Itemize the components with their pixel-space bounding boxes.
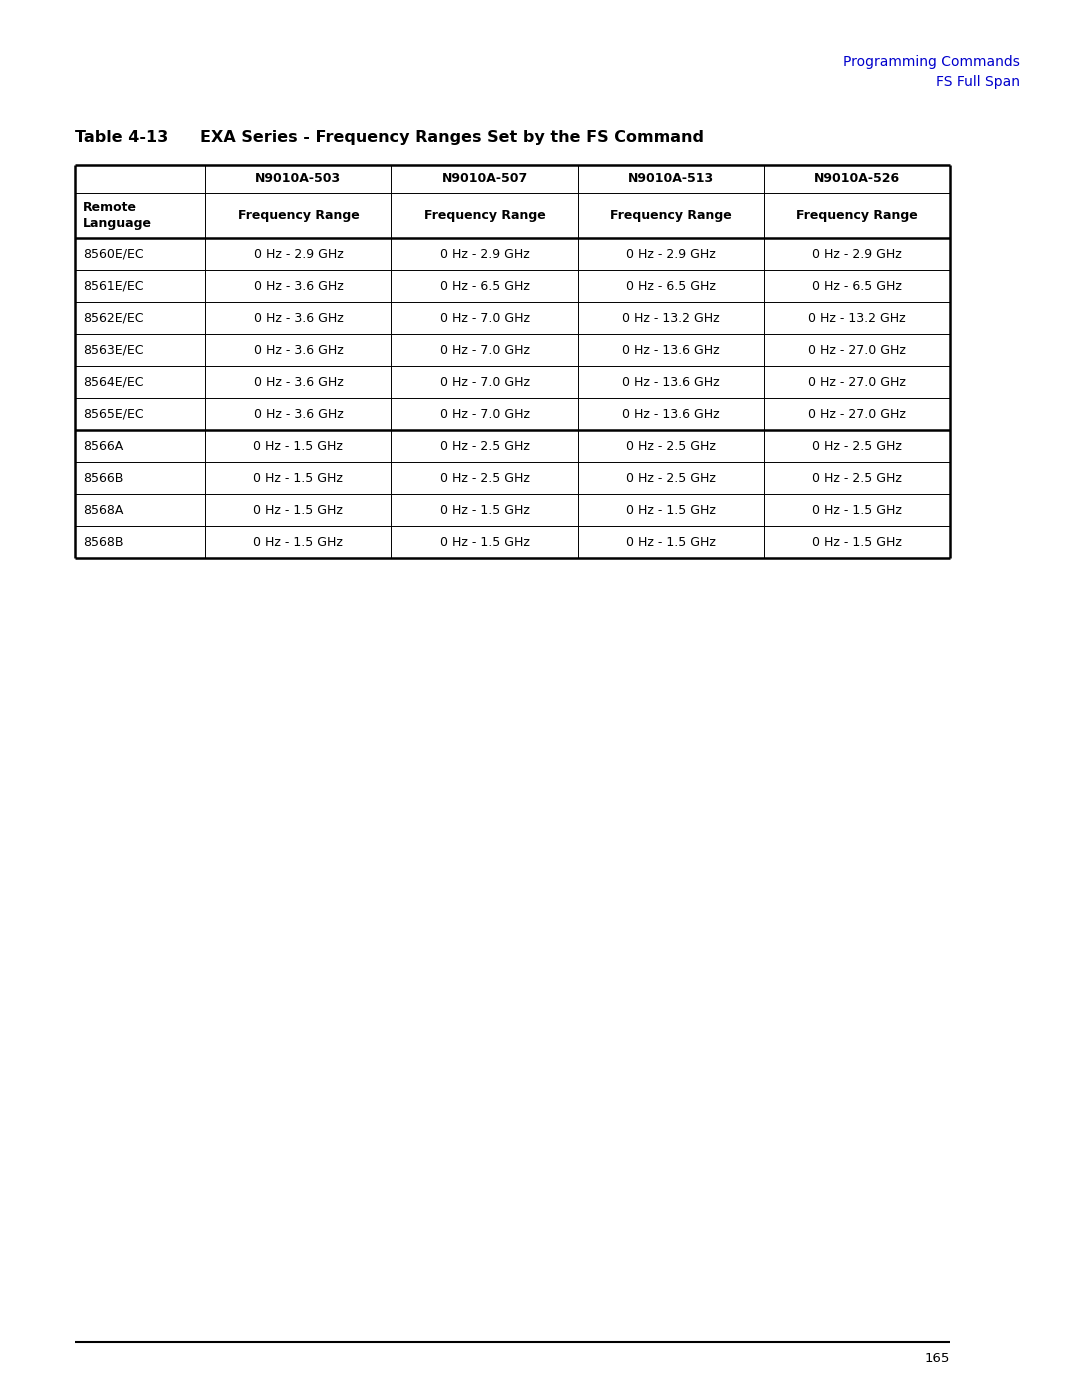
Text: 0 Hz - 13.6 GHz: 0 Hz - 13.6 GHz (622, 376, 719, 388)
Text: 0 Hz - 2.5 GHz: 0 Hz - 2.5 GHz (625, 472, 716, 485)
Text: 0 Hz - 13.6 GHz: 0 Hz - 13.6 GHz (622, 408, 719, 420)
Text: 8560E/EC: 8560E/EC (83, 247, 144, 260)
Text: 0 Hz - 27.0 GHz: 0 Hz - 27.0 GHz (808, 408, 906, 420)
Text: 0 Hz - 13.2 GHz: 0 Hz - 13.2 GHz (622, 312, 719, 324)
Text: 0 Hz - 3.6 GHz: 0 Hz - 3.6 GHz (254, 312, 343, 324)
Text: 0 Hz - 6.5 GHz: 0 Hz - 6.5 GHz (812, 279, 902, 292)
Text: 0 Hz - 2.5 GHz: 0 Hz - 2.5 GHz (440, 472, 529, 485)
Text: 0 Hz - 1.5 GHz: 0 Hz - 1.5 GHz (440, 503, 529, 517)
Text: 8562E/EC: 8562E/EC (83, 312, 144, 324)
Text: 0 Hz - 7.0 GHz: 0 Hz - 7.0 GHz (440, 312, 529, 324)
Text: 0 Hz - 27.0 GHz: 0 Hz - 27.0 GHz (808, 376, 906, 388)
Text: EXA Series - Frequency Ranges Set by the FS Command: EXA Series - Frequency Ranges Set by the… (200, 130, 704, 145)
Text: 0 Hz - 6.5 GHz: 0 Hz - 6.5 GHz (440, 279, 529, 292)
Text: 0 Hz - 1.5 GHz: 0 Hz - 1.5 GHz (625, 503, 716, 517)
Text: Programming Commands: Programming Commands (843, 54, 1020, 68)
Text: 8565E/EC: 8565E/EC (83, 408, 144, 420)
Text: 8568B: 8568B (83, 535, 123, 549)
Text: 0 Hz - 7.0 GHz: 0 Hz - 7.0 GHz (440, 376, 529, 388)
Text: 0 Hz - 1.5 GHz: 0 Hz - 1.5 GHz (254, 503, 343, 517)
Text: 0 Hz - 1.5 GHz: 0 Hz - 1.5 GHz (625, 535, 716, 549)
Text: 0 Hz - 3.6 GHz: 0 Hz - 3.6 GHz (254, 344, 343, 356)
Text: 0 Hz - 2.5 GHz: 0 Hz - 2.5 GHz (625, 440, 716, 453)
Text: Table 4-13: Table 4-13 (75, 130, 168, 145)
Text: 0 Hz - 1.5 GHz: 0 Hz - 1.5 GHz (254, 535, 343, 549)
Text: N9010A-513: N9010A-513 (627, 172, 714, 186)
Text: 0 Hz - 1.5 GHz: 0 Hz - 1.5 GHz (254, 440, 343, 453)
Text: 0 Hz - 2.9 GHz: 0 Hz - 2.9 GHz (626, 247, 716, 260)
Text: 8563E/EC: 8563E/EC (83, 344, 144, 356)
Text: 165: 165 (924, 1352, 950, 1365)
Text: Remote
Language: Remote Language (83, 201, 152, 231)
Text: Frequency Range: Frequency Range (796, 210, 918, 222)
Text: N9010A-526: N9010A-526 (814, 172, 900, 186)
Text: 0 Hz - 1.5 GHz: 0 Hz - 1.5 GHz (812, 503, 902, 517)
Text: Frequency Range: Frequency Range (423, 210, 545, 222)
Text: N9010A-503: N9010A-503 (255, 172, 341, 186)
Text: 0 Hz - 2.5 GHz: 0 Hz - 2.5 GHz (440, 440, 529, 453)
Text: 8566B: 8566B (83, 472, 123, 485)
Text: 0 Hz - 2.9 GHz: 0 Hz - 2.9 GHz (254, 247, 343, 260)
Text: 0 Hz - 3.6 GHz: 0 Hz - 3.6 GHz (254, 376, 343, 388)
Text: 0 Hz - 2.9 GHz: 0 Hz - 2.9 GHz (440, 247, 529, 260)
Text: 8566A: 8566A (83, 440, 123, 453)
Text: 0 Hz - 1.5 GHz: 0 Hz - 1.5 GHz (440, 535, 529, 549)
Text: N9010A-507: N9010A-507 (442, 172, 528, 186)
Text: 0 Hz - 3.6 GHz: 0 Hz - 3.6 GHz (254, 279, 343, 292)
Text: 0 Hz - 7.0 GHz: 0 Hz - 7.0 GHz (440, 408, 529, 420)
Text: 8561E/EC: 8561E/EC (83, 279, 144, 292)
Text: 8564E/EC: 8564E/EC (83, 376, 144, 388)
Text: 8568A: 8568A (83, 503, 123, 517)
Text: 0 Hz - 13.2 GHz: 0 Hz - 13.2 GHz (808, 312, 906, 324)
Text: FS Full Span: FS Full Span (936, 75, 1020, 89)
Text: 0 Hz - 2.9 GHz: 0 Hz - 2.9 GHz (812, 247, 902, 260)
Text: 0 Hz - 27.0 GHz: 0 Hz - 27.0 GHz (808, 344, 906, 356)
Text: 0 Hz - 1.5 GHz: 0 Hz - 1.5 GHz (812, 535, 902, 549)
Text: 0 Hz - 13.6 GHz: 0 Hz - 13.6 GHz (622, 344, 719, 356)
Text: Frequency Range: Frequency Range (238, 210, 360, 222)
Text: 0 Hz - 6.5 GHz: 0 Hz - 6.5 GHz (625, 279, 716, 292)
Text: Frequency Range: Frequency Range (610, 210, 731, 222)
Text: 0 Hz - 2.5 GHz: 0 Hz - 2.5 GHz (812, 472, 902, 485)
Text: 0 Hz - 1.5 GHz: 0 Hz - 1.5 GHz (254, 472, 343, 485)
Text: 0 Hz - 7.0 GHz: 0 Hz - 7.0 GHz (440, 344, 529, 356)
Text: 0 Hz - 3.6 GHz: 0 Hz - 3.6 GHz (254, 408, 343, 420)
Text: 0 Hz - 2.5 GHz: 0 Hz - 2.5 GHz (812, 440, 902, 453)
